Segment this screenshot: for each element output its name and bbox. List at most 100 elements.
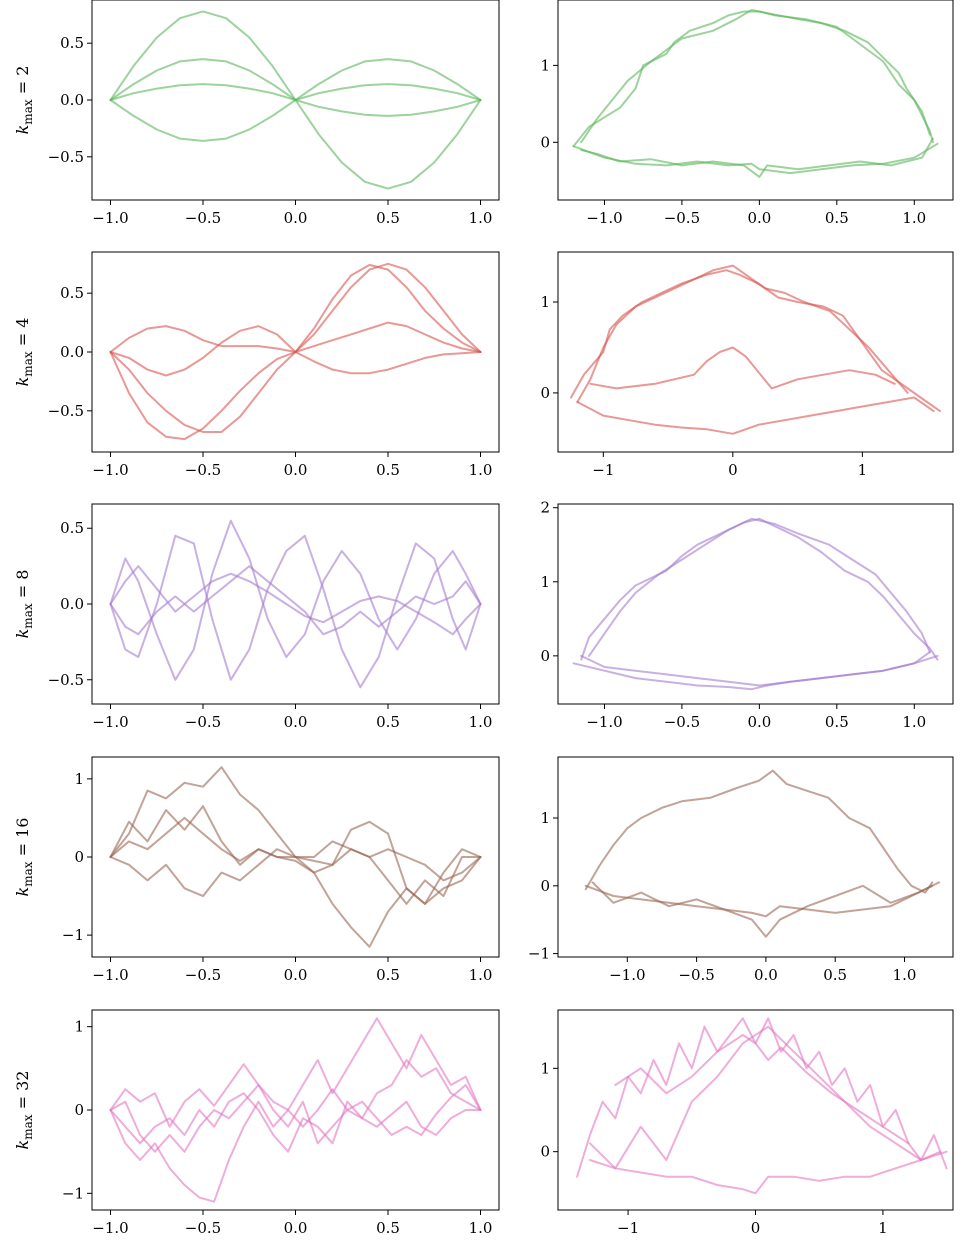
series-line-3 (580, 651, 931, 687)
series-group (570, 264, 941, 435)
series-line-3 (109, 816, 482, 882)
series-line-1 (109, 263, 482, 433)
series-line-3 (109, 565, 482, 636)
y-tick-label: 0 (540, 384, 550, 402)
series-group (584, 769, 941, 938)
y-tick-label: −0.5 (48, 671, 84, 689)
series-line-0 (109, 519, 482, 681)
x-tick-label: 1.0 (902, 713, 926, 731)
y-tick-label: −1 (62, 926, 84, 944)
y-tick-label: 0 (540, 1143, 550, 1161)
y-tick-label: 0.5 (60, 519, 84, 537)
x-tick-label: 0.0 (284, 1219, 308, 1237)
x-tick-label: −0.5 (185, 461, 221, 479)
series-group (576, 1017, 948, 1195)
series-line-2 (109, 565, 482, 636)
x-tick-label: 0 (751, 1219, 761, 1237)
y-tick-label: 0 (540, 877, 550, 895)
x-tick-label: −1.0 (586, 713, 622, 731)
x-tick-label: 0.5 (823, 966, 847, 984)
subplot-r0-c1: −1.0 −0.5 0.0 0.5 1.0 0 1 (540, 0, 954, 227)
series-line-0 (570, 269, 941, 413)
series-line-1 (588, 517, 931, 657)
subplot-r2-c0: −1.0 −0.5 0.0 0.5 1.0 −0.5 0.0 0.5 (48, 503, 500, 731)
x-tick-label: 1 (878, 1219, 888, 1237)
x-tick-label: −0.5 (185, 966, 221, 984)
series-line-1 (109, 805, 482, 905)
series-line-2 (576, 396, 935, 435)
series-group (109, 519, 482, 689)
x-tick-label: −0.5 (664, 713, 700, 731)
series-line-3 (589, 346, 896, 390)
x-tick-label: −1.0 (586, 209, 622, 227)
x-tick-label: 0.5 (376, 209, 400, 227)
x-tick-label: 0.5 (376, 713, 400, 731)
x-tick-label: −1.0 (92, 966, 128, 984)
x-tick-label: −0.5 (185, 713, 221, 731)
x-tick-label: 0.5 (825, 209, 849, 227)
series-line-2 (591, 881, 934, 938)
axes-frame (557, 251, 954, 453)
series-line-2 (109, 325, 482, 375)
axes-frame (557, 756, 954, 958)
x-tick-label: 0.0 (284, 713, 308, 731)
series-line-1 (588, 1025, 942, 1170)
x-tick-label: −0.5 (185, 1219, 221, 1237)
y-tick-label: −1 (528, 945, 550, 963)
subplot-r2-c1: −1.0 −0.5 0.0 0.5 1.0 0 1 2 (540, 499, 954, 731)
series-group (572, 9, 939, 178)
subplot-r1-c0: −1.0 −0.5 0.0 0.5 1.0 −0.5 0.0 0.5 (48, 251, 500, 479)
x-tick-label: 1.0 (902, 209, 926, 227)
x-tick-label: −1.0 (92, 209, 128, 227)
x-tick-label: 0.0 (284, 209, 308, 227)
series-group (109, 262, 482, 441)
row-label: kmax = 8 (13, 570, 35, 639)
y-tick-label: 0.5 (60, 284, 84, 302)
series-line-1 (580, 9, 931, 144)
series-line-0 (572, 10, 934, 148)
series-line-2 (572, 142, 939, 175)
row-label: kmax = 16 (13, 818, 35, 897)
x-tick-label: 1 (858, 461, 868, 479)
y-tick-label: 0.0 (60, 595, 84, 613)
x-tick-label: 0.5 (825, 713, 849, 731)
y-tick-label: 1 (74, 770, 84, 788)
axes-frame (91, 1009, 500, 1211)
subplot-r0-c0: −1.0 −0.5 0.0 0.5 1.0 −0.5 0.0 0.5 (48, 0, 500, 227)
x-tick-label: 1.0 (469, 966, 493, 984)
series-line-2 (588, 1150, 948, 1195)
x-tick-label: 0.0 (754, 966, 778, 984)
x-tick-label: 1.0 (469, 461, 493, 479)
y-tick-label: −0.5 (48, 402, 84, 420)
x-tick-label: −1 (592, 461, 614, 479)
series-line-2 (109, 1092, 482, 1153)
series-group (572, 517, 939, 691)
y-tick-label: 1 (540, 293, 550, 311)
x-tick-label: 0.5 (376, 461, 400, 479)
y-tick-label: 1 (540, 809, 550, 827)
y-tick-label: 0.0 (60, 91, 84, 109)
x-tick-label: 0 (728, 461, 738, 479)
subplot-r4-c1: −1 0 1 0 1 (540, 1009, 954, 1237)
series-line-3 (109, 83, 482, 142)
series-line-0 (576, 1017, 948, 1178)
series-line-3 (580, 137, 934, 178)
x-tick-label: −0.5 (678, 966, 714, 984)
x-tick-label: 1.0 (469, 209, 493, 227)
y-tick-label: 0 (74, 848, 84, 866)
subplot-r3-c0: −1.0 −0.5 0.0 0.5 1.0 −1 0 1 (62, 756, 500, 984)
x-tick-label: 1.0 (469, 713, 493, 731)
y-tick-label: −0.5 (48, 148, 84, 166)
subplot-r4-c0: −1.0 −0.5 0.0 0.5 1.0 −1 0 1 (62, 1009, 500, 1237)
x-tick-label: 1.0 (469, 1219, 493, 1237)
x-tick-label: 0.5 (376, 1219, 400, 1237)
series-line-3 (109, 1084, 482, 1153)
series-line-1 (584, 881, 941, 918)
y-tick-label: 2 (540, 499, 550, 517)
y-tick-label: −1 (62, 1184, 84, 1202)
x-tick-label: −1 (617, 1219, 639, 1237)
y-tick-label: 0.5 (60, 34, 84, 52)
axes-frame (557, 0, 954, 201)
x-tick-label: 0.5 (376, 966, 400, 984)
